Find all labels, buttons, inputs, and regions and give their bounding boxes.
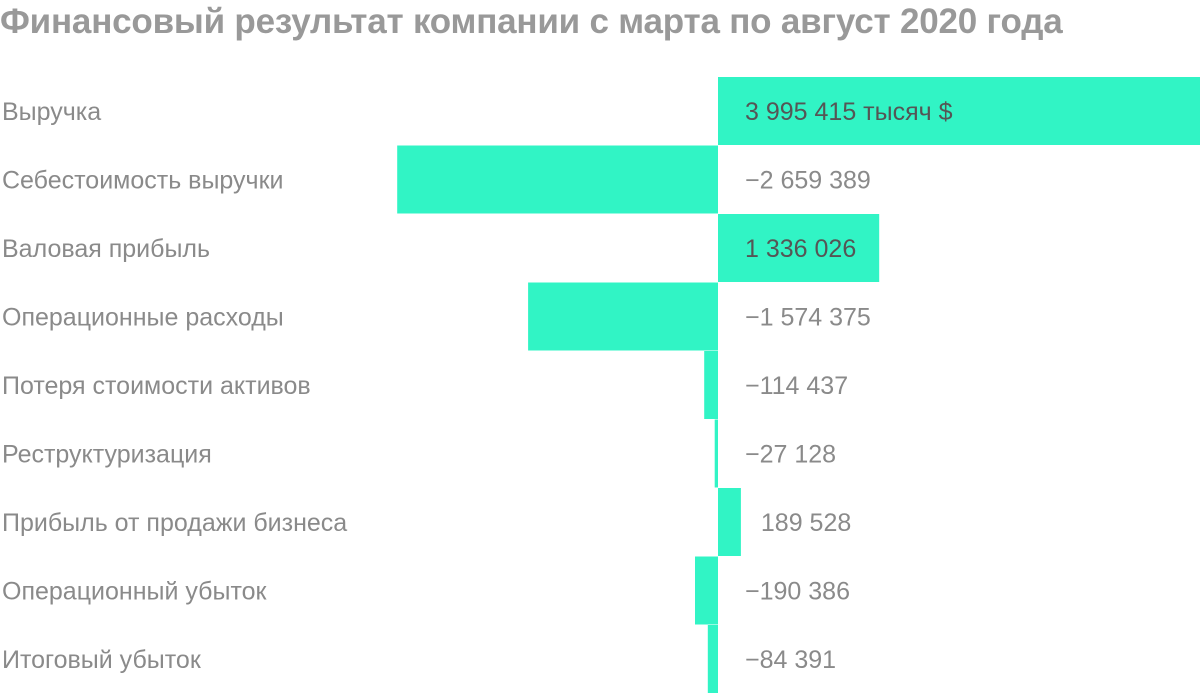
value-label: 189 528 [761,509,851,537]
category-label: Реструктуризация [2,441,212,469]
category-label: Итоговый убыток [2,646,202,674]
bar-row-9 [707,625,718,693]
bar-row-5 [704,351,718,419]
value-label: 1 336 026 [745,235,856,263]
category-label: Себестоимость выручки [2,167,283,195]
bar-row-3 [718,214,880,282]
category-label: Валовая прибыль [2,235,210,263]
bar-row-7 [718,488,741,556]
bar-row-8 [695,556,718,625]
category-label: Потеря стоимости активов [2,372,311,400]
category-label: Операционные расходы [2,304,284,332]
value-label: −1 574 375 [745,304,871,332]
category-label: Выручка [2,98,101,126]
value-label: −84 391 [745,646,836,674]
value-label: −190 386 [745,578,850,606]
bar-row-2 [397,145,718,214]
value-label: −27 128 [745,441,836,469]
bar-row-6 [714,419,718,488]
bar-row-1 [718,77,1200,145]
value-labels-group: 3 995 415 тысяч $ −2 659 389 1 336 026 −1 5… [745,98,953,674]
bar-row-4 [528,282,718,351]
value-label: −114 437 [745,372,848,400]
category-label: Операционный убыток [2,578,268,606]
category-labels-group: Выручка Себестоимость выручки Валовая приб… [2,98,347,674]
chart-title: Финансовый результат компании с марта по… [0,2,1063,41]
value-label: −2 659 389 [745,167,871,195]
bars-group [397,77,1200,693]
value-label: 3 995 415 тысяч $ [745,98,953,126]
category-label: Прибыль от продажи бизнеса [2,509,347,537]
